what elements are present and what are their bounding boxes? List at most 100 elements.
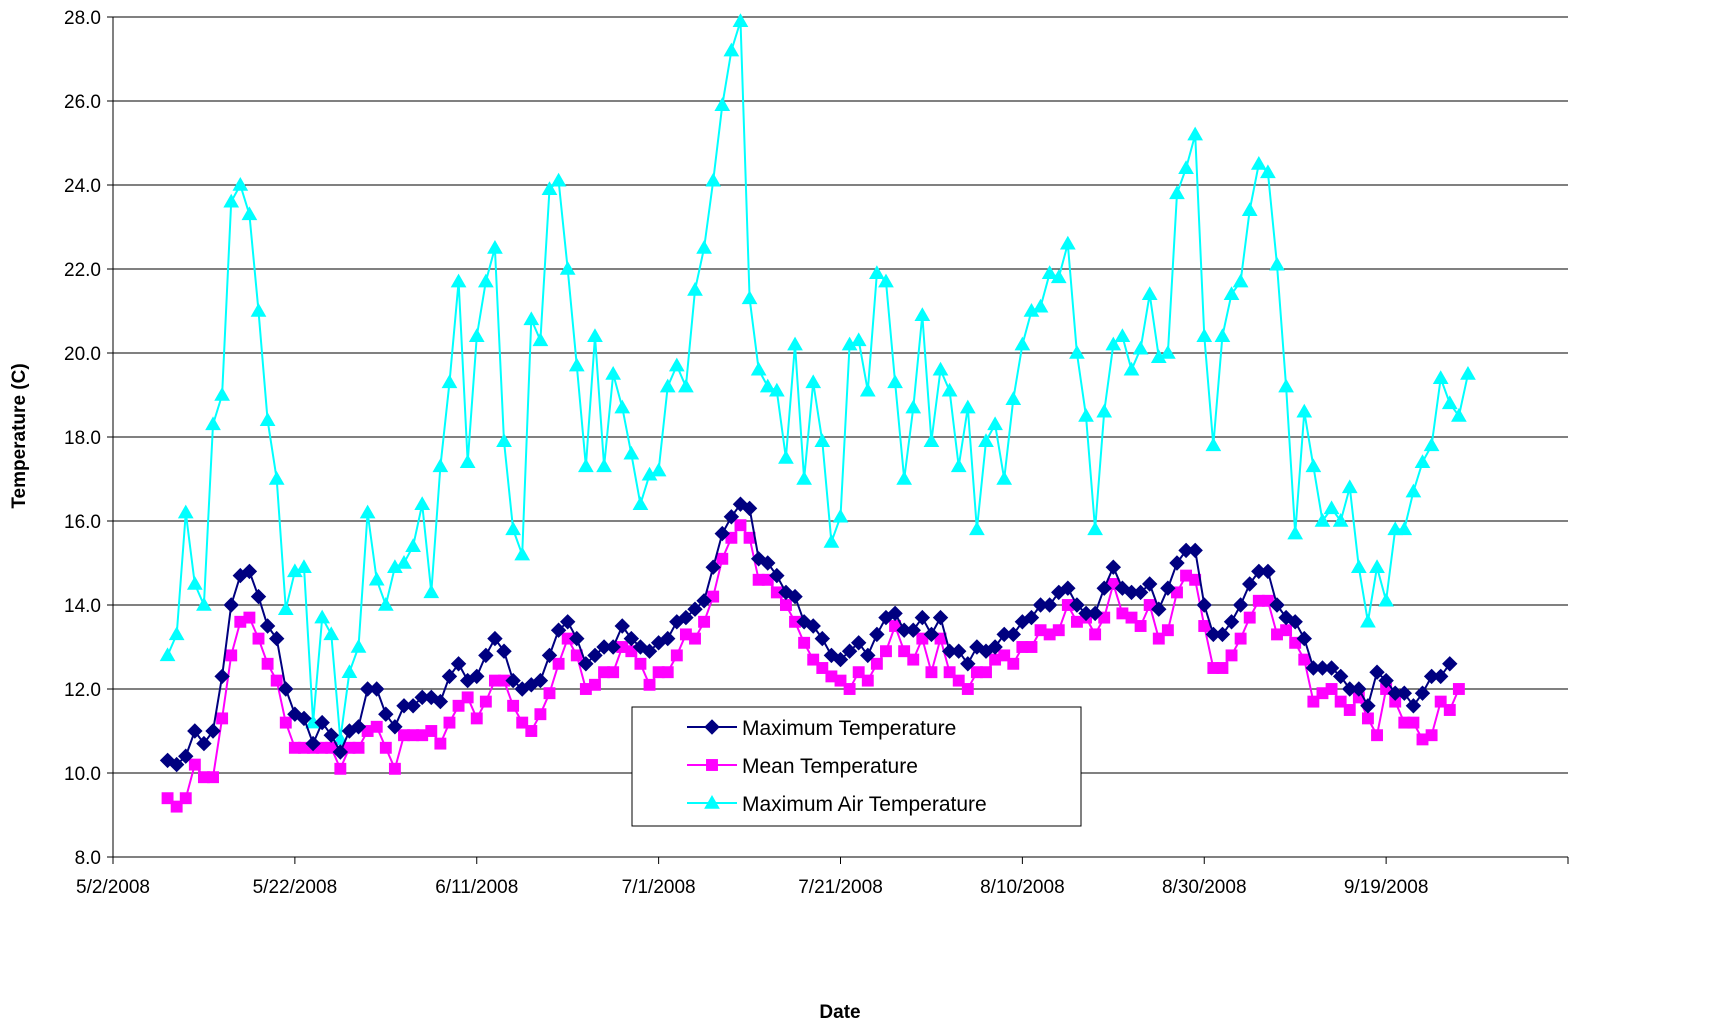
data-point (189, 759, 201, 771)
data-point (1079, 409, 1093, 421)
data-point (525, 725, 537, 737)
data-point (552, 174, 566, 186)
data-point (1252, 157, 1266, 169)
data-point (644, 679, 656, 691)
data-point (1461, 367, 1475, 379)
data-point (1215, 627, 1229, 641)
data-point (497, 434, 511, 446)
data-point (215, 388, 229, 400)
data-point (689, 633, 701, 645)
x-tick-labels: 5/2/2008 5/22/2008 6/11/2008 7/1/2008 7/21/2… (76, 857, 1568, 898)
data-point (1352, 560, 1366, 572)
data-point (570, 359, 584, 371)
data-point (242, 207, 256, 219)
data-point (179, 506, 193, 518)
data-point (334, 763, 346, 775)
data-point (1443, 396, 1457, 408)
data-point (743, 291, 757, 303)
data-point (261, 413, 275, 425)
data-point (425, 725, 437, 737)
data-point (1234, 598, 1248, 612)
data-point (1070, 346, 1084, 358)
data-point (470, 329, 484, 341)
data-point (434, 738, 446, 750)
data-point (1326, 683, 1338, 695)
data-point (1235, 633, 1247, 645)
data-point (315, 611, 329, 623)
data-point (370, 573, 384, 585)
data-point (597, 459, 611, 471)
data-point (1061, 237, 1075, 249)
data-point (1425, 438, 1439, 450)
y-tick-labels: 8.010.012.014.016.018.020.022.024.026.02… (64, 8, 101, 869)
data-point (1135, 620, 1147, 632)
data-point (970, 522, 984, 534)
data-point (1416, 455, 1430, 467)
data-point (679, 380, 693, 392)
data-point (252, 590, 266, 604)
data-point (534, 708, 546, 720)
data-point (533, 333, 547, 345)
x-tick-label: 9/19/2008 (1344, 877, 1429, 898)
data-point (670, 359, 684, 371)
data-point (1215, 329, 1229, 341)
data-point (952, 459, 966, 471)
data-point (479, 275, 493, 287)
data-point (1170, 186, 1184, 198)
x-tick-label: 8/30/2008 (1162, 877, 1247, 898)
data-point (1170, 556, 1184, 570)
data-point (488, 241, 502, 253)
legend: Maximum TemperatureMean TemperatureMaxim… (632, 707, 1081, 826)
data-point (553, 658, 565, 670)
data-point (1225, 615, 1239, 629)
data-point (661, 380, 675, 392)
data-point (706, 174, 720, 186)
data-point (724, 44, 738, 56)
y-tick-label: 20.0 (64, 344, 101, 365)
data-point (834, 510, 848, 522)
data-point (262, 658, 274, 670)
data-point (844, 683, 856, 695)
data-point (1306, 459, 1320, 471)
y-tick-label: 8.0 (75, 848, 101, 869)
data-point (934, 611, 948, 625)
data-point (1343, 480, 1357, 492)
data-point (1226, 649, 1238, 661)
data-point (1406, 485, 1420, 497)
y-tick-label: 28.0 (64, 8, 101, 29)
legend-label: Maximum Air Temperature (742, 793, 987, 816)
data-point (988, 417, 1002, 429)
data-point (452, 275, 466, 287)
data-point (824, 535, 838, 547)
data-point (1006, 392, 1020, 404)
data-point (406, 539, 420, 551)
data-point (452, 657, 466, 671)
data-point (1243, 577, 1257, 591)
data-point (579, 459, 593, 471)
data-point (1216, 662, 1228, 674)
y-tick-label: 24.0 (64, 176, 101, 197)
data-point (297, 560, 311, 572)
data-point (862, 675, 874, 687)
data-point (1444, 704, 1456, 716)
data-point (170, 627, 184, 639)
data-point (952, 644, 966, 658)
data-point (588, 329, 602, 341)
data-point (815, 434, 829, 446)
data-point (1026, 641, 1038, 653)
data-point (380, 742, 392, 754)
data-point (270, 632, 284, 646)
data-point (907, 654, 919, 666)
data-point (442, 669, 456, 683)
data-point (806, 375, 820, 387)
data-point (979, 434, 993, 446)
data-point (361, 506, 375, 518)
data-point (1243, 203, 1257, 215)
y-tick-label: 14.0 (64, 596, 101, 617)
data-point (1188, 543, 1202, 557)
data-point (752, 363, 766, 375)
data-point (1097, 405, 1111, 417)
data-point (615, 401, 629, 413)
data-point (1007, 658, 1019, 670)
data-point (852, 333, 866, 345)
